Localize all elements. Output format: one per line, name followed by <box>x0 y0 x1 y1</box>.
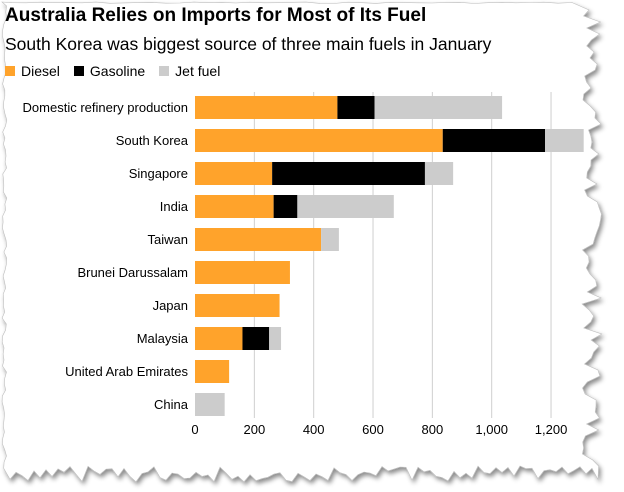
category-label: Brunei Darussalam <box>77 265 188 280</box>
bar-segment-gasoline <box>242 327 270 350</box>
bar-segment-diesel <box>195 327 243 350</box>
legend-label-jet-fuel: Jet fuel <box>175 63 221 79</box>
bar-segment-jet-fuel <box>195 393 225 416</box>
bar-segment-diesel <box>195 195 274 218</box>
category-label: Japan <box>153 298 188 313</box>
bar-segment-gasoline <box>442 129 546 152</box>
x-tick-label: 1,000 <box>475 422 508 437</box>
legend-swatch-jet-fuel <box>159 66 170 76</box>
category-label: United Arab Emirates <box>65 364 188 379</box>
bar-segment-diesel <box>195 294 280 317</box>
bar-segment-diesel <box>195 129 443 152</box>
bar-segment-gasoline <box>273 195 298 218</box>
legend: Diesel Gasoline Jet fuel <box>5 63 234 79</box>
bar-segment-gasoline <box>272 162 425 185</box>
legend-swatch-gasoline <box>73 66 84 76</box>
bar-segment-jet-fuel <box>269 327 282 350</box>
category-label: Singapore <box>129 166 188 181</box>
category-label: Domestic refinery production <box>23 100 188 115</box>
x-tick-label: 200 <box>243 422 265 437</box>
x-tick-label: 800 <box>422 422 444 437</box>
bar-segment-jet-fuel <box>321 228 339 251</box>
chart-title: Australia Relies on Imports for Most of … <box>5 5 427 26</box>
legend-item-gasoline: Gasoline <box>73 63 146 79</box>
bar-segment-diesel <box>195 261 290 284</box>
bar-segment-gasoline <box>337 96 375 119</box>
bar-segment-jet-fuel <box>297 195 394 218</box>
x-tick-label: 600 <box>362 422 384 437</box>
chart-subtitle: South Korea was biggest source of three … <box>5 34 492 54</box>
x-tick-label: 0 <box>191 422 198 437</box>
legend-label-diesel: Diesel <box>21 63 60 79</box>
bar-segment-diesel <box>195 360 230 383</box>
bar-segment-jet-fuel <box>374 96 503 119</box>
bar-segment-diesel <box>195 228 322 251</box>
x-tick-label: 1,200 <box>535 422 568 437</box>
bar-segment-diesel <box>195 96 338 119</box>
bar-segment-diesel <box>195 162 273 185</box>
category-label: Taiwan <box>148 232 188 247</box>
bar-segment-jet-fuel <box>545 129 584 152</box>
category-label: Malaysia <box>137 331 189 346</box>
legend-label-gasoline: Gasoline <box>89 63 146 79</box>
legend-swatch-diesel <box>5 66 15 76</box>
legend-item-jet-fuel: Jet fuel <box>159 63 220 79</box>
category-label: South Korea <box>116 133 189 148</box>
x-tick-label: 400 <box>303 422 325 437</box>
legend-item-diesel: Diesel <box>5 63 60 79</box>
category-label: China <box>154 397 189 412</box>
category-label: India <box>160 199 189 214</box>
bar-segment-jet-fuel <box>424 162 454 185</box>
